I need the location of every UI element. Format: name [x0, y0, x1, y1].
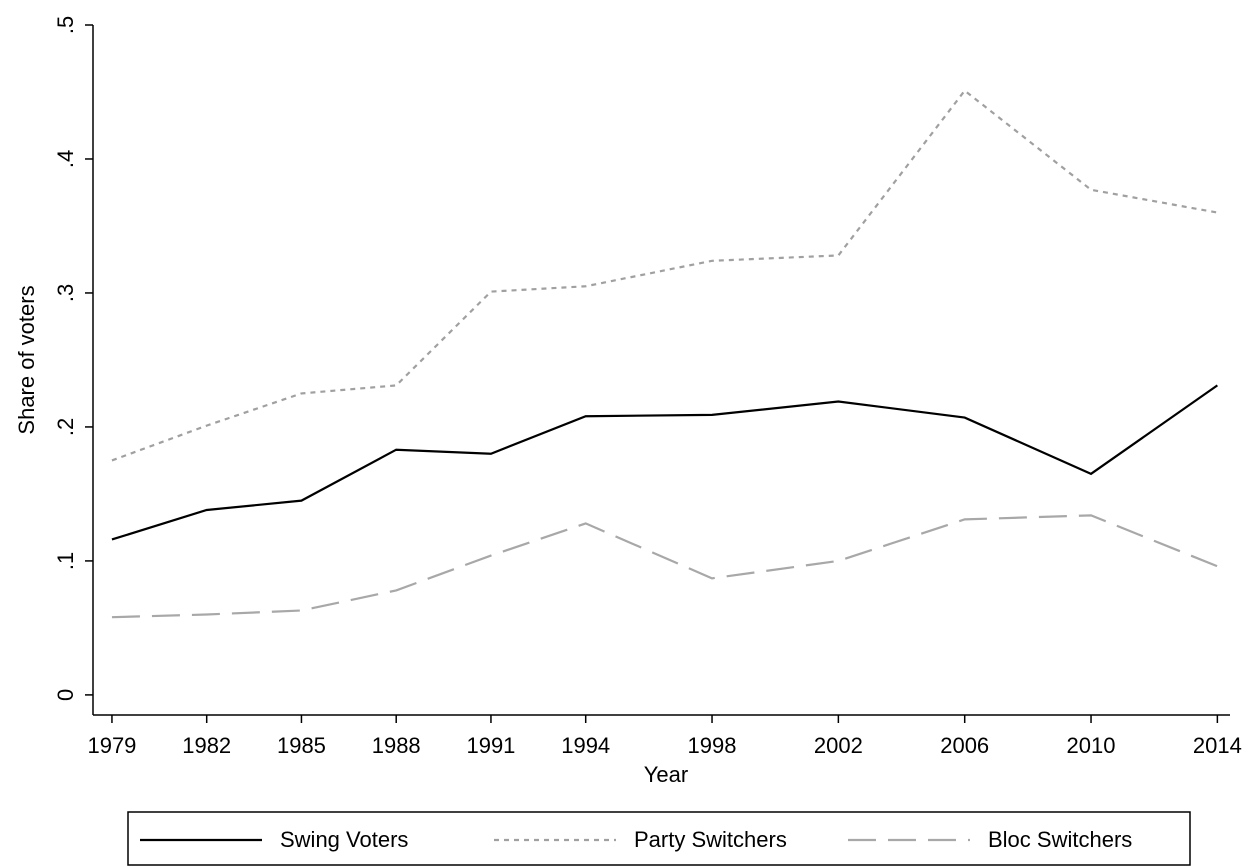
- x-tick-label: 1991: [466, 733, 515, 758]
- series-line: [111, 89, 1218, 462]
- legend-box: [127, 811, 1191, 866]
- x-tick-label: 1988: [372, 733, 421, 758]
- legend: Swing Voters Party Switchers Bloc Switcher…: [127, 811, 1191, 866]
- y-tick-label: .3: [53, 284, 78, 302]
- x-tick-label: 1994: [561, 733, 610, 758]
- x-axis-title: Year: [644, 762, 688, 787]
- legend-label: Party Switchers: [634, 827, 787, 852]
- x-tick-label: 2006: [940, 733, 989, 758]
- x-tick-label: 1998: [688, 733, 737, 758]
- y-tick-label: .1: [53, 552, 78, 570]
- y-tick-label: .2: [53, 418, 78, 436]
- y-axis-title: Share of voters: [14, 285, 39, 434]
- legend-label: Bloc Switchers: [988, 827, 1132, 852]
- y-tick-label: .5: [53, 16, 78, 34]
- series-line: [111, 384, 1219, 541]
- x-tick-label: 2014: [1193, 733, 1242, 758]
- y-tick-label: 0: [53, 689, 78, 701]
- x-tick-label: 2002: [814, 733, 863, 758]
- x-tick-label: 1982: [182, 733, 231, 758]
- legend-label: Swing Voters: [280, 827, 408, 852]
- series-line: [111, 514, 1218, 619]
- x-tick-label: 1985: [277, 733, 326, 758]
- x-tick-label: 2010: [1067, 733, 1116, 758]
- y-tick-label: .4: [53, 150, 78, 168]
- x-tick-label: 1979: [87, 733, 136, 758]
